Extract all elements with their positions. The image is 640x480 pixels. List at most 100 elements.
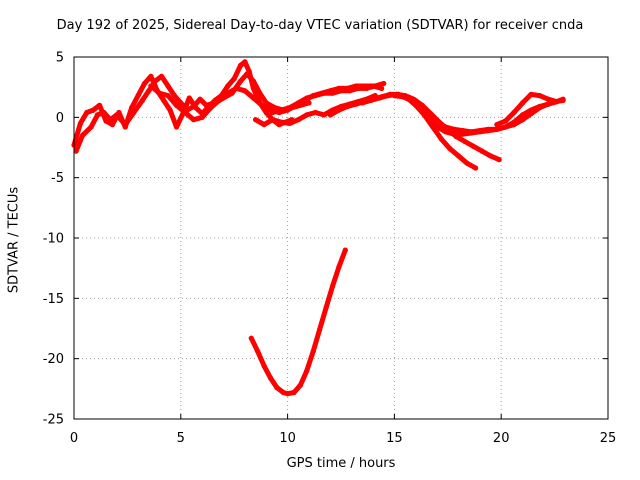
data-point — [473, 165, 479, 171]
data-point — [321, 90, 327, 96]
data-point — [167, 107, 173, 113]
data-point — [178, 100, 184, 106]
data-point — [323, 305, 329, 311]
data-point — [171, 93, 177, 99]
data-point — [470, 143, 476, 149]
data-point — [242, 88, 248, 94]
data-point — [79, 132, 86, 138]
data-point — [141, 80, 148, 87]
data-point — [297, 382, 303, 388]
data-point — [368, 97, 374, 103]
data-point — [173, 102, 180, 108]
data-point — [460, 131, 466, 137]
data-point — [329, 283, 336, 289]
data-point — [528, 111, 534, 117]
data-point — [537, 93, 543, 99]
data-point — [270, 117, 276, 123]
data-point — [295, 100, 301, 106]
data-point — [238, 78, 244, 84]
series-track-k — [248, 247, 348, 397]
data-point — [129, 105, 135, 111]
data-point — [250, 95, 256, 101]
data-point — [408, 97, 415, 103]
data-point — [391, 93, 397, 99]
data-point — [455, 153, 462, 159]
data-point — [101, 109, 107, 116]
data-point — [520, 117, 526, 123]
data-point — [385, 93, 391, 99]
data-point — [462, 138, 468, 145]
data-point — [148, 83, 154, 89]
data-point — [197, 96, 203, 102]
data-point — [443, 129, 449, 135]
data-point — [434, 124, 440, 130]
x-tick-label: 0 — [70, 431, 78, 446]
data-point — [426, 113, 432, 119]
data-point — [152, 78, 158, 84]
data-point — [346, 88, 353, 94]
data-point — [244, 71, 250, 77]
y-tick-label: -20 — [43, 352, 64, 367]
data-point — [545, 96, 551, 102]
data-point — [310, 348, 316, 354]
data-point — [199, 114, 205, 120]
data-point — [257, 90, 263, 96]
data-point — [560, 96, 566, 102]
data-point — [267, 375, 274, 381]
data-point — [537, 105, 543, 111]
data-point — [238, 62, 244, 68]
data-point — [468, 130, 474, 136]
data-point — [280, 389, 286, 396]
data-point — [306, 100, 312, 106]
data-point — [248, 335, 254, 341]
data-point — [520, 100, 526, 106]
data-point — [344, 103, 350, 110]
data-point — [312, 93, 318, 99]
x-tick-label: 25 — [600, 431, 617, 446]
data-point — [73, 148, 79, 154]
data-point — [231, 76, 237, 82]
data-point — [278, 119, 284, 125]
data-point — [329, 90, 336, 96]
data-point — [502, 124, 509, 130]
data-point — [182, 109, 188, 116]
data-point — [554, 99, 560, 105]
data-point — [511, 109, 517, 116]
data-point — [295, 117, 301, 123]
data-point — [233, 85, 239, 91]
plot-frame — [73, 56, 609, 420]
data-point — [270, 109, 276, 116]
data-point — [135, 93, 141, 99]
data-point — [250, 78, 256, 84]
data-point — [511, 122, 517, 128]
data-point — [496, 157, 502, 163]
x-tick-label: 15 — [386, 431, 403, 446]
y-tick-label: -25 — [43, 413, 64, 428]
data-point — [146, 88, 152, 94]
data-point — [274, 385, 280, 391]
data-point — [261, 122, 267, 128]
data-point — [336, 107, 342, 113]
data-point — [161, 97, 167, 103]
data-point — [173, 124, 180, 130]
data-point — [278, 107, 284, 113]
data-point — [84, 109, 90, 116]
data-point — [261, 363, 267, 369]
data-point — [304, 95, 310, 101]
data-point — [485, 128, 491, 134]
x-tick-label: 20 — [493, 431, 510, 446]
data-point — [417, 105, 423, 111]
chart-title: Day 192 of 2025, Sidereal Day-to-day VTE… — [56, 18, 584, 33]
data-point — [447, 146, 453, 152]
data-point — [494, 126, 500, 132]
data-point — [225, 90, 231, 96]
data-point — [451, 126, 457, 132]
data-point — [464, 160, 470, 166]
data-point — [191, 103, 197, 110]
data-point — [203, 102, 209, 108]
data-point — [208, 105, 214, 111]
data-point — [359, 100, 365, 106]
data-point — [400, 94, 406, 100]
y-axis-label: SDTVAR / TECUs — [6, 186, 22, 294]
